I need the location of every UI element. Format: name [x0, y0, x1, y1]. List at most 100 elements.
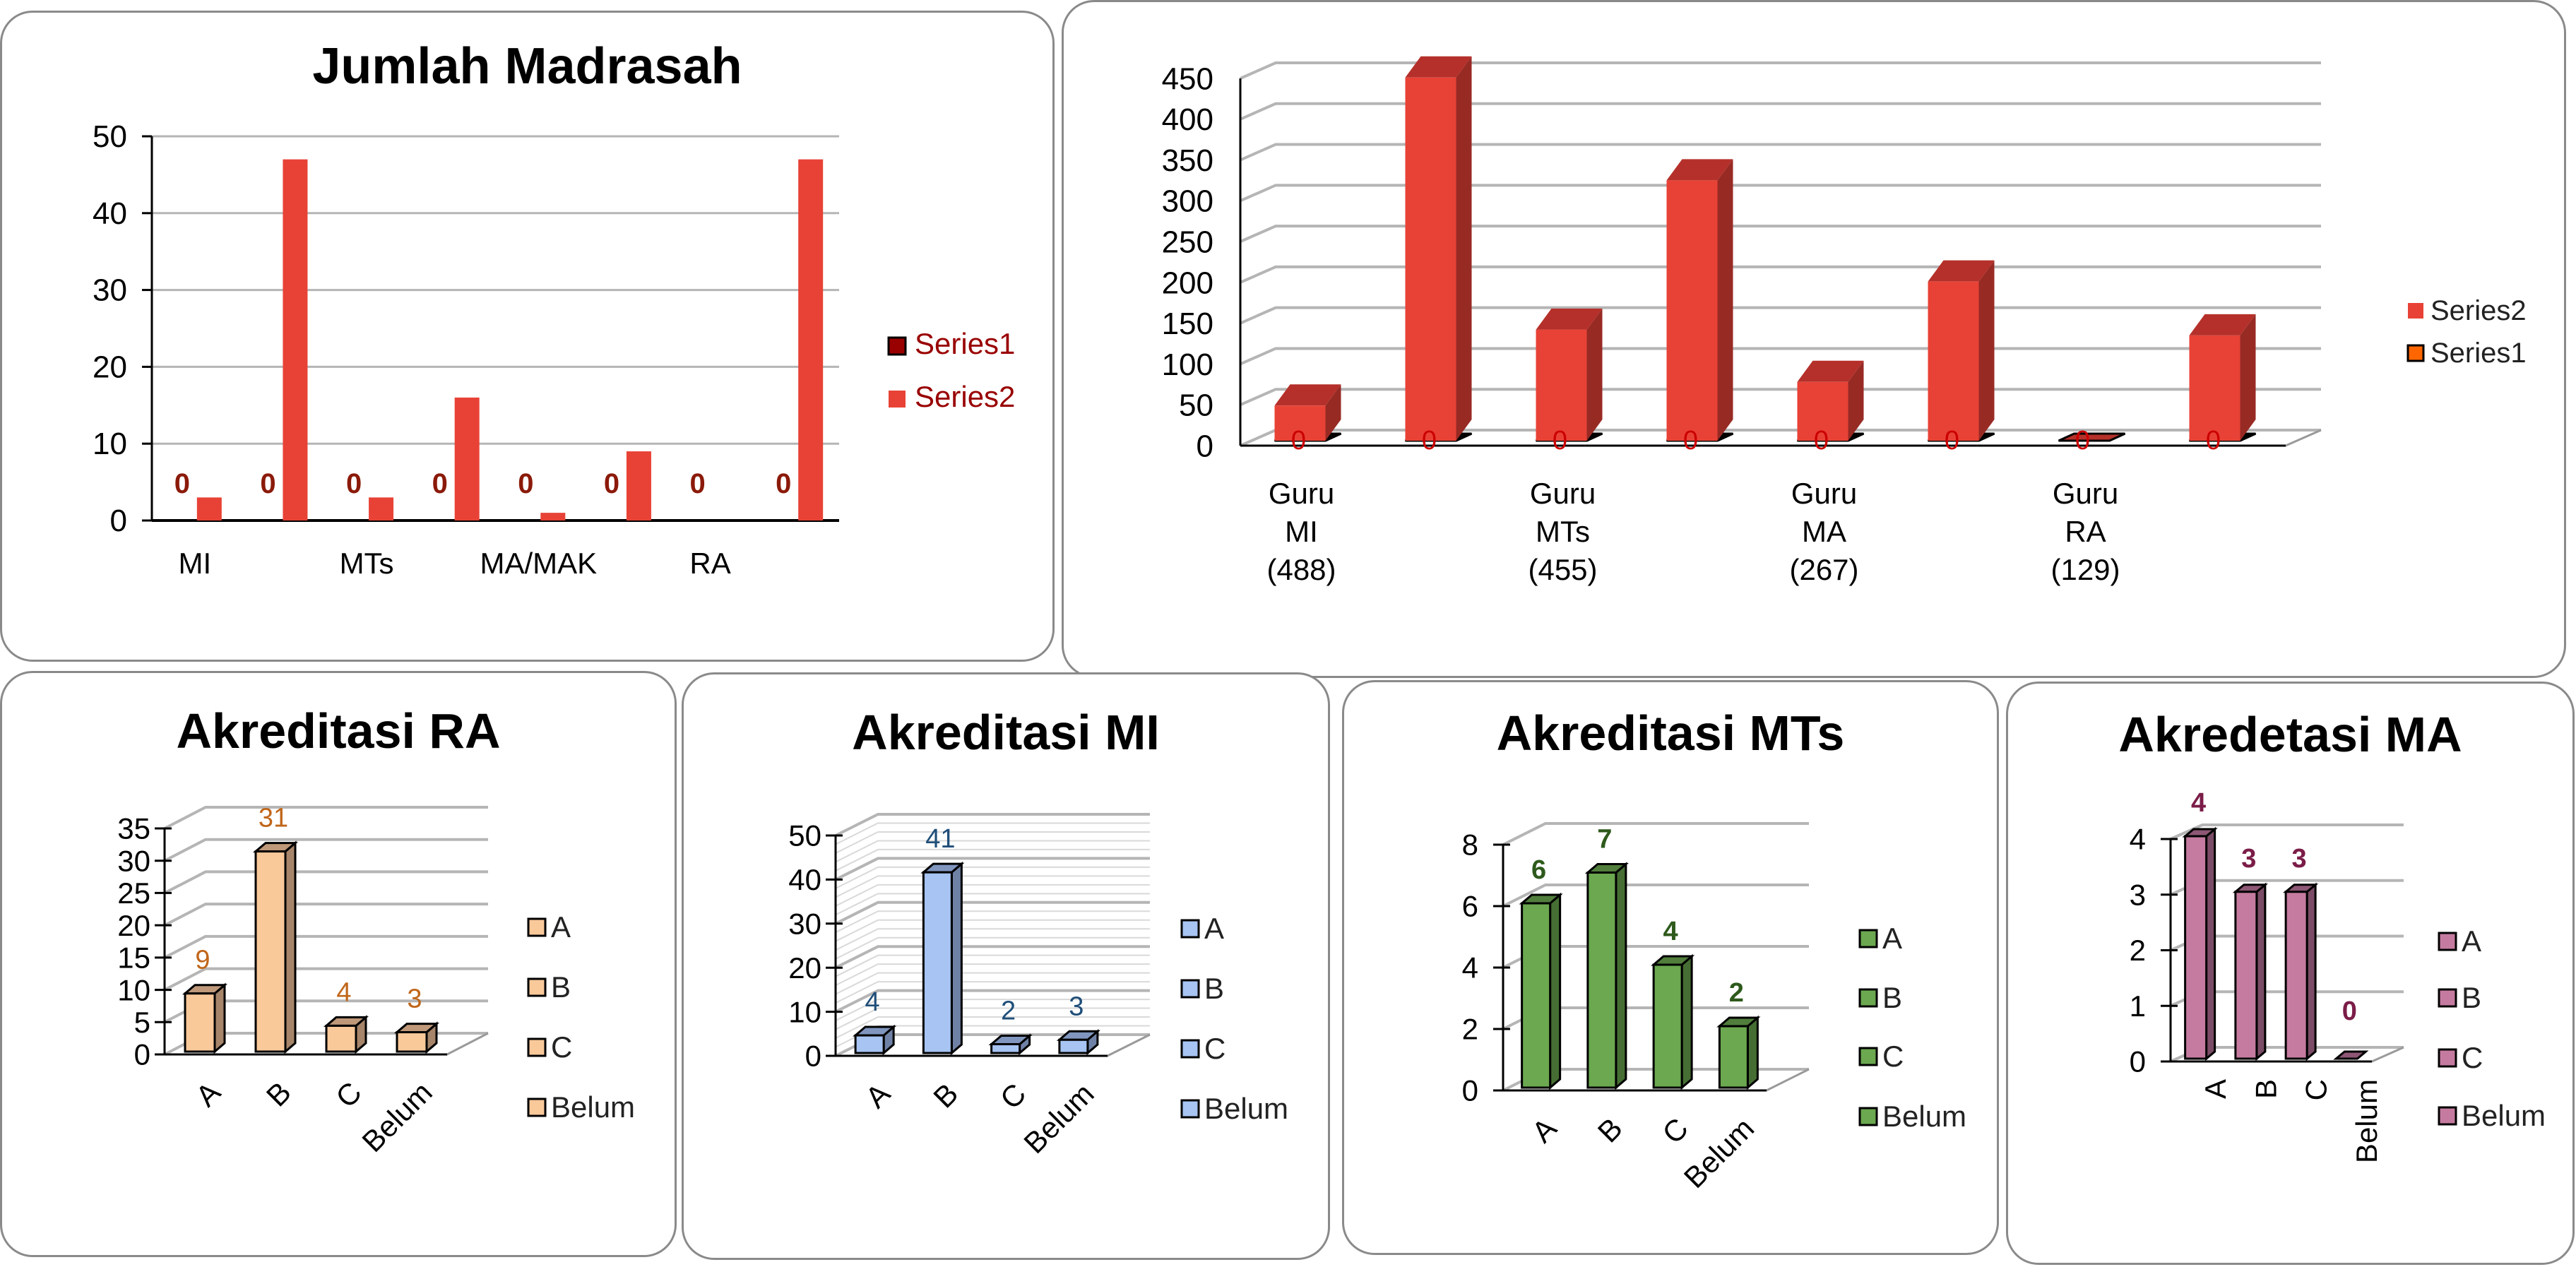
legend-label: Series1	[915, 327, 1015, 360]
bar-series2-side	[1848, 360, 1864, 441]
gridline	[835, 900, 1150, 925]
legend-swatch	[2406, 344, 2425, 362]
data-label: 0	[1422, 426, 1437, 456]
floor-edge	[1240, 429, 2322, 447]
x-tick-label: MTs	[340, 547, 394, 580]
bar-series2-top	[1536, 308, 1603, 330]
x-tick-label: B	[260, 1076, 297, 1113]
x-tick-label: RA	[689, 547, 730, 580]
y-tick-label: 15	[117, 941, 150, 975]
bar	[325, 1024, 357, 1053]
bar-side	[1549, 892, 1562, 1090]
y-tick-label: 50	[1179, 388, 1213, 423]
gridline	[164, 934, 488, 959]
legend-label: B	[1882, 981, 1902, 1014]
legend-swatch	[2438, 988, 2457, 1008]
x-tick-label: MA	[1802, 515, 1846, 548]
data-label: 41	[925, 824, 955, 854]
bar-side	[2305, 882, 2317, 1061]
data-label: 0	[1683, 426, 1698, 456]
bar-series2	[454, 397, 480, 521]
legend-label: Belum	[1882, 1100, 1966, 1133]
bar-side	[1615, 862, 1627, 1090]
legend-swatch	[887, 336, 907, 356]
bar	[184, 992, 216, 1053]
bar-series2	[2189, 335, 2240, 441]
gridline	[2170, 823, 2404, 840]
bar-side	[2205, 826, 2216, 1061]
y-tick-label: 2	[1462, 1013, 1478, 1046]
x-tick-label: (455)	[1528, 553, 1597, 586]
x-tick-label: A	[1525, 1112, 1562, 1149]
y-tick-label: 200	[1162, 266, 1213, 300]
x-tick-label: Belum	[1678, 1112, 1760, 1194]
bar-series2-top	[1274, 384, 1341, 406]
legend-label: C	[551, 1030, 572, 1064]
data-label: 0	[1291, 426, 1306, 456]
y-tick-label: 4	[2130, 823, 2146, 856]
gridline	[164, 967, 488, 992]
legend-swatch	[1858, 988, 1878, 1008]
minor-gridline	[835, 875, 1150, 898]
data-label: 0	[1814, 426, 1829, 456]
x-tick-label: Belum	[1017, 1077, 1100, 1160]
gridline	[164, 806, 488, 830]
y-tick-label: 0	[110, 504, 127, 538]
y-tick-label: 8	[1462, 828, 1478, 862]
y-tick-label: 6	[1462, 890, 1478, 923]
bar-side	[950, 861, 963, 1056]
legend-swatch	[1180, 1099, 1200, 1119]
legend-swatch	[2438, 1106, 2457, 1126]
minor-gridline	[835, 840, 1150, 863]
minor-gridline	[835, 1007, 1150, 1030]
data-label: 2	[1001, 997, 1016, 1026]
x-tick-label: MI	[178, 547, 211, 580]
gridline	[164, 870, 488, 895]
legend-label: Belum	[1204, 1092, 1288, 1125]
legend-label: C	[1204, 1032, 1225, 1065]
minor-gridline	[835, 866, 1150, 889]
legend-swatch	[1180, 979, 1200, 999]
data-label: 7	[1597, 825, 1612, 855]
gridline	[1240, 347, 2321, 366]
bar-series2	[798, 159, 824, 521]
data-label: 0	[174, 468, 190, 499]
bar	[1652, 963, 1683, 1089]
data-label: 0	[518, 468, 533, 499]
bar	[2284, 891, 2308, 1060]
x-tick-label: MA/MAK	[480, 547, 597, 580]
y-tick-label: 40	[93, 196, 127, 231]
bar-series1-top	[2058, 432, 2126, 442]
y-tick-label: 0	[1197, 429, 1213, 463]
y-tick-label: 20	[117, 909, 150, 942]
minor-gridline	[835, 884, 1150, 907]
data-label: 2	[1729, 978, 1744, 1008]
x-tick-label: Guru	[1791, 477, 1857, 510]
data-label: 0	[2075, 426, 2090, 456]
y-tick-label: 1	[2130, 989, 2146, 1023]
bar	[854, 1034, 885, 1054]
bar-side	[213, 982, 226, 1054]
gridline	[1240, 225, 2321, 243]
legend-label: A	[551, 910, 571, 944]
y-tick-label: 300	[1162, 184, 1213, 219]
y-tick-label: 100	[1162, 347, 1213, 382]
gridline	[1502, 822, 1809, 846]
legend-swatch	[2408, 303, 2423, 319]
legend-swatch	[1180, 919, 1200, 939]
x-tick-label: Guru	[1530, 477, 1596, 510]
y-tick-label: 30	[93, 273, 127, 308]
bar-series2	[626, 451, 651, 521]
y-tick-label: 10	[117, 973, 150, 1006]
x-tick-label: A	[2199, 1079, 2232, 1099]
minor-gridline	[835, 999, 1150, 1021]
bar-series2	[1536, 329, 1587, 441]
minor-gridline	[835, 831, 1150, 854]
bar-side	[284, 840, 297, 1054]
legend-label: Belum	[2462, 1099, 2546, 1132]
y-tick-label: 2	[2130, 934, 2146, 967]
bar	[1718, 1025, 1749, 1089]
